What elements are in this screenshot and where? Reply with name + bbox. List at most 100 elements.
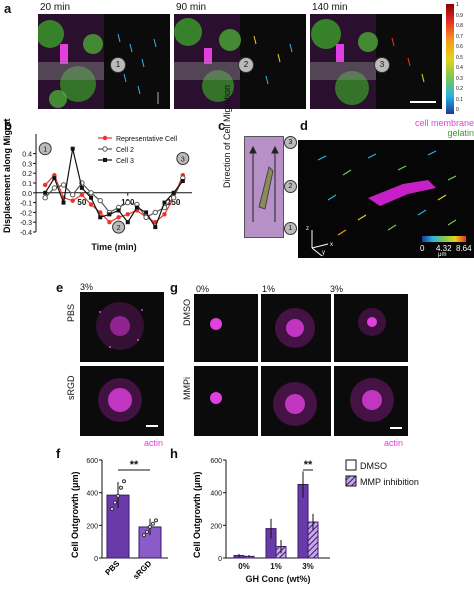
panel-h-category-label: 3% <box>302 562 314 571</box>
panel-b-point <box>79 192 85 197</box>
panel-d-label: d <box>300 118 308 133</box>
panel-b-point <box>79 185 84 190</box>
panel-b-point <box>43 190 48 195</box>
panel-b-point <box>180 179 185 184</box>
panel-b-series-line <box>44 148 184 229</box>
panel-b-y-tick-label: -0.2 <box>20 210 32 217</box>
panel-b-point <box>116 208 121 213</box>
panel-b-y-tick-label: 0.0 <box>22 191 32 198</box>
panel-e-stain: actin <box>144 438 164 448</box>
panel-g-dmso-1-image <box>261 294 331 362</box>
panel-g-mmpi-3-graphic <box>350 378 402 429</box>
panel-a-colorbar-tick: 0.9 <box>456 12 463 19</box>
panel-f-category-label: PBS <box>103 559 121 577</box>
panel-b-y-tick-label: 0.2 <box>22 171 32 178</box>
panel-b-x-tick-label: 150 <box>167 198 181 207</box>
panel-h-category-label: 0% <box>238 562 250 571</box>
panel-g-mmpi-1-graphic <box>273 382 317 426</box>
panel-d-axis-z: z <box>306 226 309 232</box>
panel-b-point <box>116 215 121 220</box>
panel-f-y-tick-label: 400 <box>86 491 98 498</box>
panel-d-axis-y: y <box>322 250 325 256</box>
panel-a-colorbar-tick: 0.4 <box>456 65 463 71</box>
panel-f-label: f <box>56 446 61 461</box>
panel-h-label: h <box>170 446 178 461</box>
panel-c-marker-3: 3 <box>284 136 297 149</box>
panel-d-legend-membrane: cell membrane <box>414 118 474 128</box>
panel-b-y-tick-label: 0.3 <box>22 161 32 168</box>
panel-b-y-tick-label: 0.4 <box>22 152 32 159</box>
panel-b-legend-marker <box>102 135 108 141</box>
panel-e-pbs-image <box>80 292 164 362</box>
panel-c-arrows <box>249 145 279 222</box>
panel-f-point <box>119 485 123 490</box>
panel-e-row-srgd: sRGD <box>66 375 76 401</box>
panel-a-colorbar-tick: 0.6 <box>456 44 463 50</box>
panel-e-srgd-graphic <box>98 378 158 427</box>
panel-a-colorbar-tick: 0.2 <box>456 86 463 92</box>
panel-a-image-3-graphic <box>310 14 436 109</box>
panel-c-axis-label: Direction of Cell Migration <box>222 84 232 188</box>
panel-f-point <box>151 521 155 526</box>
panel-g-mmpi-1-image <box>261 366 331 436</box>
panel-h-legend-label-mmp: MMP inhibition <box>360 477 419 487</box>
panel-h-bar-chart: 0 200 400 600 Cell Outgrowth (μm) 0% 1% 3% GH Co… <box>192 458 419 584</box>
panel-a-marker-1: 1 <box>110 57 126 73</box>
panel-b-point <box>98 215 103 220</box>
panel-b-legend-label: Cell 3 <box>116 158 134 165</box>
panel-g-mmpi-0-graphic <box>210 392 222 404</box>
panel-g-conc-2: 3% <box>330 284 344 294</box>
panel-d-3d-view <box>298 140 474 258</box>
panel-a-colorbar <box>446 4 454 114</box>
panel-g-dmso-1-graphic <box>275 308 315 348</box>
panel-e-srgd-image <box>80 366 164 436</box>
panel-c-marker-2: 2 <box>284 180 297 193</box>
panel-h-y-tick-label: 200 <box>210 523 222 530</box>
panel-h-legend-swatch-mmp <box>345 475 357 487</box>
panel-b-line-chart: Displacement along Migration Axis (μm) -0… <box>2 118 192 252</box>
panel-b-point <box>70 198 75 203</box>
panel-b-y-tick-label: -0.1 <box>20 201 32 208</box>
panel-f-point <box>142 533 146 538</box>
panel-a-colorbar-tick: 0.8 <box>456 23 463 29</box>
panel-h-x-axis-label: GH Conc (wt%) <box>246 574 311 584</box>
panel-d-cbar-unit: μm <box>438 252 447 258</box>
panel-f-point <box>110 507 114 511</box>
panel-f-significance: ** <box>130 459 139 471</box>
panel-b-marker <box>112 220 126 234</box>
panel-b-y-axis-label: Displacement along Migration Axis (μm) <box>2 118 12 233</box>
panel-b-point <box>70 192 76 198</box>
panel-f-point <box>148 524 152 529</box>
panel-f-bar-chart: 0 200 400 600 Cell Outgrowth (μm) PBS sRGD ** <box>70 458 168 581</box>
panel-d-cbar-0: 0 <box>420 244 425 253</box>
panel-c-label: c <box>218 118 226 133</box>
panel-a-time-1: 20 min <box>40 2 71 13</box>
panel-f-point <box>116 493 120 498</box>
panel-d-colorbar <box>422 236 466 242</box>
panel-b-point <box>52 176 57 181</box>
panel-b-legend-label: Cell 2 <box>116 147 134 154</box>
panel-b-point <box>171 190 176 195</box>
panel-b-x-tick-label: 50 <box>77 198 86 207</box>
panel-f-y-tick-label: 600 <box>86 458 98 465</box>
panel-b-label: b <box>4 118 12 133</box>
panel-e-row-pbs: PBS <box>66 303 76 322</box>
panel-a-marker-3: 3 <box>374 57 390 73</box>
panel-b-point <box>61 200 66 205</box>
panel-h-y-axis-label: Cell Outgrowth (μm) <box>192 471 202 558</box>
panel-b-point <box>144 210 149 215</box>
panel-f-point <box>122 479 126 484</box>
panel-b-point <box>162 200 167 205</box>
panel-a-marker-2: 2 <box>238 57 254 73</box>
panel-h-y-tick-label: 400 <box>210 491 222 498</box>
panel-g-mmpi-3-image <box>334 366 408 436</box>
panel-b-point <box>97 197 103 204</box>
panel-b-point <box>51 185 58 191</box>
panel-b-marker-label: 1 <box>43 147 47 154</box>
panel-h-category-label: 1% <box>270 562 282 571</box>
panel-a-colorbar-tick: 0.3 <box>456 75 463 82</box>
panel-b-marker-label: 3 <box>181 157 185 164</box>
panel-b-legend-label: Representative Cell <box>116 136 178 143</box>
panel-g-dmso-0-image <box>194 294 258 362</box>
panel-c-diagram-box <box>244 136 284 238</box>
